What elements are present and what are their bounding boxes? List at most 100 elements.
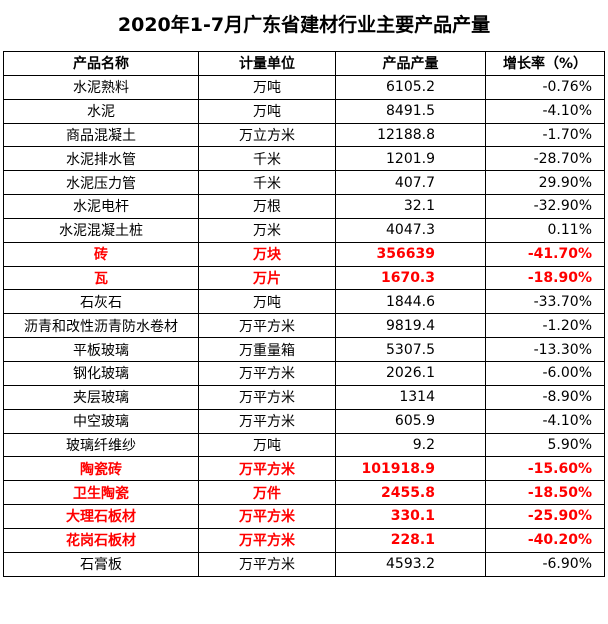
cell-product-name: 沥青和改性沥青防水卷材: [3, 313, 199, 339]
cell-output: 1314: [335, 384, 486, 410]
table-row: 石膏板 万平方米 4593.2 -6.90%: [3, 551, 605, 577]
cell-growth-rate: -15.60%: [485, 456, 605, 482]
cell-output: 1844.6: [335, 289, 486, 315]
header-product-name: 产品名称: [3, 51, 199, 76]
table-row: 水泥熟料 万吨 6105.2 -0.76%: [3, 74, 605, 100]
cell-output: 12188.8: [335, 122, 486, 148]
table-row: 钢化玻璃 万平方米 2026.1 -6.00%: [3, 360, 605, 386]
cell-product-name: 陶瓷砖: [3, 456, 199, 482]
table-row: 砖万块 356639 -41.70%: [3, 241, 605, 267]
cell-output: 356639: [335, 241, 486, 267]
cell-growth-rate: -28.70%: [485, 146, 605, 172]
cell-product-name: 水泥熟料: [3, 74, 199, 100]
header-output: 产品产量: [335, 51, 486, 76]
cell-product-name: 钢化玻璃: [3, 360, 199, 386]
cell-unit: 万吨: [198, 289, 336, 315]
cell-growth-rate: -18.90%: [485, 265, 605, 291]
cell-unit: 万平方米: [198, 384, 336, 410]
cell-unit: 万吨: [198, 432, 336, 458]
cell-product-name: 水泥电杆: [3, 194, 199, 219]
cell-growth-rate: -32.90%: [485, 194, 605, 219]
table-row: 水泥排水管 千米 1201.9 -28.70%: [3, 146, 605, 172]
cell-output: 407.7: [335, 170, 486, 196]
table-row: 水泥电杆 万根 32.1 -32.90%: [3, 194, 605, 219]
cell-output: 228.1: [335, 527, 486, 553]
cell-growth-rate: -13.30%: [485, 337, 605, 362]
cell-unit: 万平方米: [198, 504, 336, 529]
cell-output: 5307.5: [335, 337, 486, 362]
cell-product-name: 瓦: [3, 265, 199, 291]
table-row: 平板玻璃 万重量箱 5307.5 -13.30%: [3, 337, 605, 362]
cell-growth-rate: -6.90%: [485, 551, 605, 577]
cell-unit: 千米: [198, 146, 336, 172]
cell-unit: 万平方米: [198, 456, 336, 482]
cell-unit: 万片: [198, 265, 336, 291]
cell-unit: 万重量箱: [198, 337, 336, 362]
page-title: 2020年1-7月广东省建材行业主要产品产量: [117, 14, 491, 36]
cell-product-name: 花岗石板材: [3, 527, 199, 553]
cell-unit: 万平方米: [198, 360, 336, 386]
table-row: 沥青和改性沥青防水卷材 万平方米 9819.4 -1.20%: [3, 313, 605, 339]
table-row: 中空玻璃 万平方米 605.9 -4.10%: [3, 408, 605, 434]
table-header-row: 产品名称 计量单位 产品产量 增长率（%）: [3, 51, 605, 76]
cell-output: 9819.4: [335, 313, 486, 339]
cell-growth-rate: -25.90%: [485, 504, 605, 529]
cell-output: 1670.3: [335, 265, 486, 291]
cell-output: 9.2: [335, 432, 486, 458]
cell-product-name: 石灰石: [3, 289, 199, 315]
cell-unit: 万件: [198, 480, 336, 506]
cell-product-name: 水泥压力管: [3, 170, 199, 196]
cell-growth-rate: -40.20%: [485, 527, 605, 553]
cell-growth-rate: -1.70%: [485, 122, 605, 148]
table-row: 瓦万片 1670.3 -18.90%: [3, 265, 605, 291]
cell-unit: 万块: [198, 241, 336, 267]
table-row: 石灰石 万吨 1844.6 -33.70%: [3, 289, 605, 315]
cell-product-name: 中空玻璃: [3, 408, 199, 434]
cell-output: 1201.9: [335, 146, 486, 172]
cell-product-name: 平板玻璃: [3, 337, 199, 362]
cell-product-name: 玻璃纤维纱: [3, 432, 199, 458]
cell-product-name: 大理石板材: [3, 504, 199, 529]
cell-unit: 千米: [198, 170, 336, 196]
table-row: 卫生陶瓷 万件 2455.8 -18.50%: [3, 480, 605, 506]
cell-growth-rate: -4.10%: [485, 408, 605, 434]
table-row: 夹层玻璃 万平方米 1314 -8.90%: [3, 384, 605, 410]
cell-growth-rate: 0.11%: [485, 217, 605, 243]
cell-output: 605.9: [335, 408, 486, 434]
cell-growth-rate: -0.76%: [485, 74, 605, 100]
header-growth-rate: 增长率（%）: [485, 51, 605, 76]
cell-output: 330.1: [335, 504, 486, 529]
cell-output: 8491.5: [335, 98, 486, 124]
table-row: 玻璃纤维纱 万吨 9.2 5.90%: [3, 432, 605, 458]
cell-product-name: 石膏板: [3, 551, 199, 577]
cell-growth-rate: 29.90%: [485, 170, 605, 196]
cell-unit: 万米: [198, 217, 336, 243]
table-row: 花岗石板材 万平方米 228.1 -40.20%: [3, 527, 605, 553]
table-row: 商品混凝土 万立方米 12188.8 -1.70%: [3, 122, 605, 148]
cell-product-name: 水泥混凝土桩: [3, 217, 199, 243]
cell-output: 4593.2: [335, 551, 486, 577]
cell-growth-rate: 5.90%: [485, 432, 605, 458]
cell-product-name: 水泥排水管: [3, 146, 199, 172]
table-row: 水泥 万吨 8491.5 -4.10%: [3, 98, 605, 124]
cell-output: 101918.9: [335, 456, 486, 482]
table-row: 水泥混凝土桩 万米 4047.3 0.11%: [3, 217, 605, 243]
cell-unit: 万吨: [198, 74, 336, 100]
cell-unit: 万根: [198, 194, 336, 219]
cell-unit: 万平方米: [198, 551, 336, 577]
cell-output: 32.1: [335, 194, 486, 219]
cell-output: 4047.3: [335, 217, 486, 243]
table-row: 陶瓷砖 万平方米 101918.9 -15.60%: [3, 456, 605, 482]
cell-product-name: 商品混凝土: [3, 122, 199, 148]
cell-product-name: 卫生陶瓷: [3, 480, 199, 506]
cell-output: 2026.1: [335, 360, 486, 386]
cell-unit: 万平方米: [198, 527, 336, 553]
cell-growth-rate: -18.50%: [485, 480, 605, 506]
cell-growth-rate: -33.70%: [485, 289, 605, 315]
table-body: 水泥熟料 万吨 6105.2 -0.76% 水泥 万吨 8491.5 -4.10% 商品混凝土万…: [3, 74, 605, 577]
cell-growth-rate: -41.70%: [485, 241, 605, 267]
cell-product-name: 夹层玻璃: [3, 384, 199, 410]
cell-growth-rate: -1.20%: [485, 313, 605, 339]
header-unit: 计量单位: [198, 51, 336, 76]
cell-product-name: 砖: [3, 241, 199, 267]
